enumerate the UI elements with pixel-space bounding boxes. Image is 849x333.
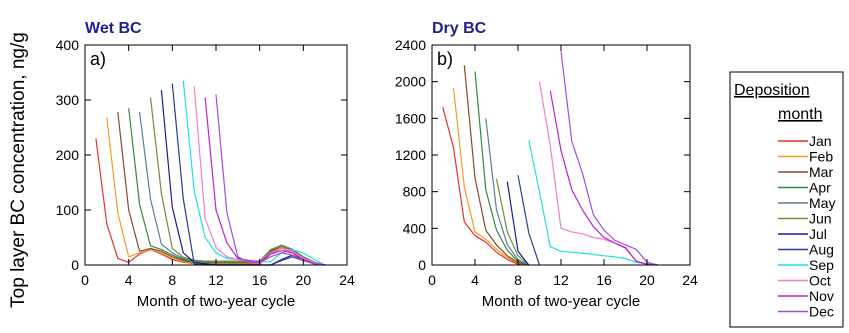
y-tick-label-dry: 400 <box>403 220 427 236</box>
legend-label-oct: Oct <box>809 273 831 289</box>
x-tick-label-wet: 16 <box>252 272 268 288</box>
x-tick-label-dry: 16 <box>596 272 612 288</box>
panel-wet-bc: Wet BC a) 0 4 8 12 16 20 24 0 100 200 300 400 Month of… <box>56 20 355 310</box>
x-tick-label-dry: 4 <box>471 272 479 288</box>
legend: Deposition month JanFebMarAprMayJunJulAu… <box>729 71 844 328</box>
series-line-wet-jul <box>160 90 326 266</box>
legend-title-line2: month <box>778 106 822 123</box>
y-tick-label-wet: 200 <box>56 147 80 163</box>
series-line-dry-aug <box>517 175 541 266</box>
x-tick-label-wet: 20 <box>296 272 312 288</box>
y-tick-label-dry: 800 <box>403 184 427 200</box>
series-line-wet-oct <box>193 86 326 266</box>
plot-frame-wet <box>84 44 348 266</box>
panel-label-wet: a) <box>90 49 106 69</box>
series-line-wet-sep <box>182 80 326 266</box>
series-line-wet-dec <box>215 94 326 266</box>
x-tick-label-dry: 20 <box>639 272 655 288</box>
x-axis-label-dry: Month of two-year cycle <box>482 293 640 310</box>
series-line-wet-jun <box>149 97 326 266</box>
y-tick-label-wet: 100 <box>56 202 80 218</box>
legend-label-apr: Apr <box>809 180 831 196</box>
legend-label-feb: Feb <box>809 149 833 165</box>
legend-label-sep: Sep <box>809 257 834 273</box>
y-tick-label-wet: 300 <box>56 92 80 108</box>
panel-dry-bc: Dry BC b) 0 4 8 12 16 20 24 0 400 800 1200 1600 2000 24… <box>395 20 698 310</box>
panel-title-dry: Dry BC <box>432 20 487 37</box>
legend-label-aug: Aug <box>809 242 834 258</box>
legend-label-jan: Jan <box>809 133 832 149</box>
x-tick-label-wet: 4 <box>125 272 133 288</box>
x-tick-label-dry: 24 <box>682 272 698 288</box>
y-axis-label: Top layer BC concentration, ng/g <box>8 32 29 308</box>
y-tick-label-dry: 2000 <box>395 74 426 90</box>
legend-label-jul: Jul <box>809 226 827 242</box>
series-line-wet-feb <box>106 117 326 266</box>
series-line-dry-may <box>485 118 530 266</box>
legend-label-mar: Mar <box>809 164 833 180</box>
legend-box <box>729 71 844 328</box>
legend-label-dec: Dec <box>809 304 834 320</box>
series-line-wet-aug <box>171 83 326 266</box>
legend-title-line1: Deposition <box>734 82 810 99</box>
y-tick-label-dry: 2400 <box>395 37 426 53</box>
panel-title-wet: Wet BC <box>85 20 142 37</box>
x-tick-label-wet: 24 <box>339 272 355 288</box>
series-line-dry-jul <box>506 181 530 266</box>
x-tick-label-wet: 12 <box>208 272 224 288</box>
series-line-dry-jun <box>495 178 530 266</box>
panel-label-dry: b) <box>437 49 453 69</box>
y-tick-label-dry: 1200 <box>395 147 426 163</box>
legend-label-nov: Nov <box>809 288 834 304</box>
x-tick-label-dry: 12 <box>553 272 569 288</box>
y-tick-label-wet: 400 <box>56 37 80 53</box>
series-line-dry-dec <box>560 51 658 266</box>
x-axis-label-wet: Month of two-year cycle <box>137 293 295 310</box>
x-tick-label-dry: 8 <box>514 272 522 288</box>
y-tick-label-dry: 0 <box>418 257 426 273</box>
x-tick-label-dry: 0 <box>428 272 436 288</box>
legend-label-jun: Jun <box>809 211 832 227</box>
y-tick-label-wet: 0 <box>71 257 79 273</box>
plot-frame-dry <box>431 44 691 266</box>
series-line-dry-oct <box>538 81 658 266</box>
x-tick-label-wet: 8 <box>168 272 176 288</box>
series-line-dry-nov <box>549 90 658 266</box>
series-line-dry-jan <box>442 107 529 266</box>
legend-label-may: May <box>809 195 835 211</box>
y-tick-label-dry: 1600 <box>395 110 426 126</box>
series-line-dry-apr <box>474 71 529 266</box>
series-line-dry-feb <box>452 88 529 266</box>
series-line-wet-nov <box>204 97 326 266</box>
series-line-dry-sep <box>528 140 658 266</box>
x-tick-label-wet: 0 <box>81 272 89 288</box>
series-line-wet-may <box>139 112 326 266</box>
